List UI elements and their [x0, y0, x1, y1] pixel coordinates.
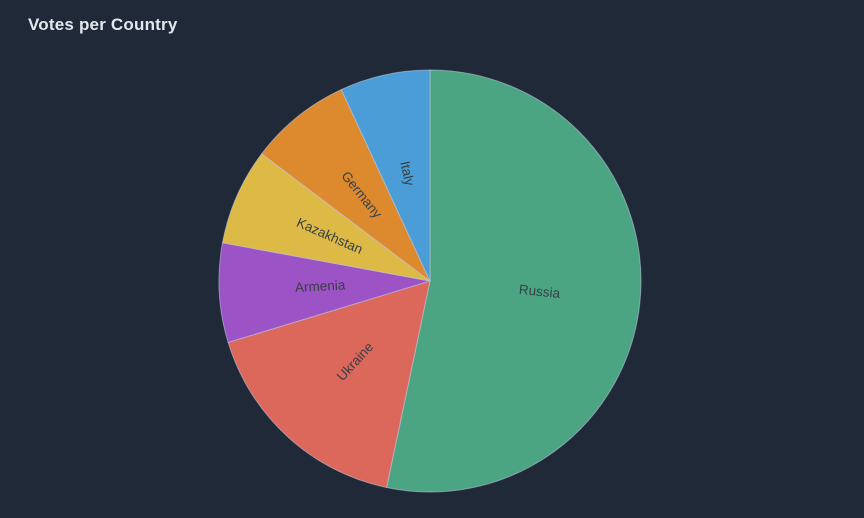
pie-label-armenia: Armenia [295, 277, 347, 295]
pie-slice-germany[interactable] [260, 88, 431, 282]
pie-slice-russia[interactable] [385, 69, 642, 493]
pie-slice-ukraine[interactable] [227, 280, 431, 489]
pie-label-russia: Russia [518, 282, 561, 301]
pie-slice-armenia[interactable] [218, 242, 431, 344]
page-title: Votes per Country [28, 15, 178, 34]
pie-slice-italy[interactable] [340, 69, 431, 282]
pie-slice-kazakhstan[interactable] [221, 153, 431, 282]
pie-label-italy: Italy [397, 160, 417, 188]
